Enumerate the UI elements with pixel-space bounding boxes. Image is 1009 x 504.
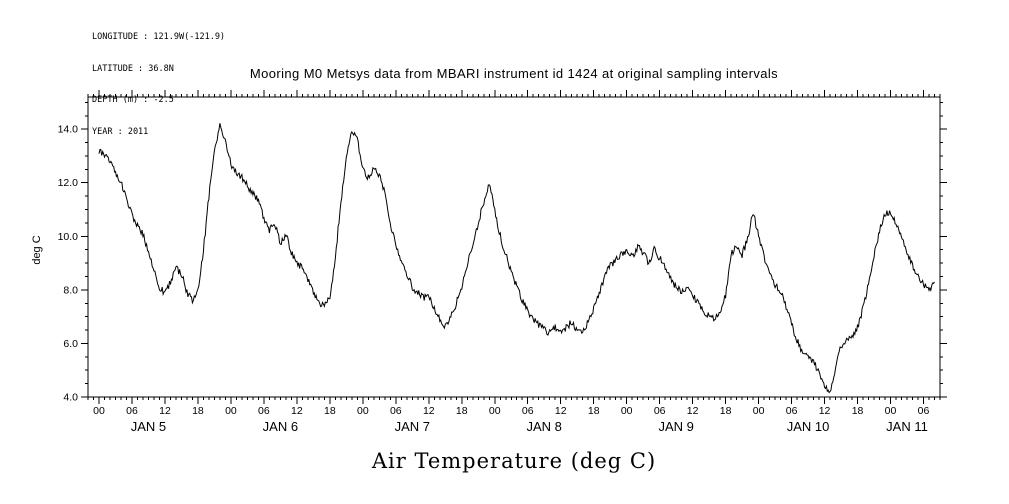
svg-text:18: 18 xyxy=(852,405,864,417)
temperature-series xyxy=(98,123,935,394)
svg-text:JAN 5: JAN 5 xyxy=(131,419,166,434)
svg-text:4.0: 4.0 xyxy=(63,392,78,404)
svg-text:00: 00 xyxy=(225,405,237,417)
svg-text:06: 06 xyxy=(258,405,270,417)
svg-text:JAN 8: JAN 8 xyxy=(527,419,562,434)
svg-text:14.0: 14.0 xyxy=(58,124,79,136)
svg-text:12: 12 xyxy=(423,405,435,417)
svg-text:00: 00 xyxy=(93,405,105,417)
svg-text:00: 00 xyxy=(489,405,501,417)
metadata-latitude: LATITUDE : 36.8N xyxy=(92,63,174,74)
metadata-depth: DEPTH (m) : -2.5 xyxy=(92,95,174,105)
x-axis-tick-labels: 00 06 12 18 00 06 12 18 00 06 12 18 00 06 12 18 00 06 12 18… xyxy=(93,405,929,417)
axis-ticks xyxy=(81,90,947,404)
y-axis-tick-labels: 4.0 6.0 8.0 10.0 12.0 14.0 xyxy=(58,124,79,404)
svg-text:06: 06 xyxy=(918,405,930,417)
metadata-year: YEAR : 2011 xyxy=(92,126,149,137)
x-axis-day-labels: JAN 5 JAN 6 JAN 7 JAN 8 JAN 9 JAN 10 JAN 11 xyxy=(131,419,928,434)
svg-text:00: 00 xyxy=(885,405,897,417)
svg-text:06: 06 xyxy=(654,405,666,417)
svg-text:18: 18 xyxy=(192,405,204,417)
svg-text:JAN 6: JAN 6 xyxy=(263,419,298,434)
svg-text:18: 18 xyxy=(720,405,732,417)
svg-text:18: 18 xyxy=(588,405,600,417)
svg-text:JAN 9: JAN 9 xyxy=(658,419,693,434)
svg-text:12: 12 xyxy=(291,405,303,417)
svg-text:12: 12 xyxy=(687,405,699,417)
svg-text:12: 12 xyxy=(555,405,567,417)
svg-text:18: 18 xyxy=(324,405,336,417)
svg-text:JAN 10: JAN 10 xyxy=(787,419,830,434)
x-axis-title: Air Temperature (deg C) xyxy=(371,449,657,473)
svg-text:12: 12 xyxy=(159,405,171,417)
plot-frame xyxy=(87,96,941,398)
svg-text:06: 06 xyxy=(786,405,798,417)
svg-text:00: 00 xyxy=(753,405,765,417)
svg-text:10.0: 10.0 xyxy=(58,231,79,243)
svg-text:8.0: 8.0 xyxy=(63,284,78,296)
svg-text:00: 00 xyxy=(621,405,633,417)
svg-text:06: 06 xyxy=(126,405,138,417)
metadata-block: LONGITUDE : 121.9W(-121.9) LATITUDE : 36… xyxy=(92,11,225,158)
svg-text:JAN 11: JAN 11 xyxy=(886,419,928,434)
svg-text:12: 12 xyxy=(819,405,831,417)
svg-text:JAN 7: JAN 7 xyxy=(395,419,430,434)
svg-text:00: 00 xyxy=(357,405,369,417)
metadata-longitude: LONGITUDE : 121.9W(-121.9) xyxy=(92,32,226,42)
svg-text:6.0: 6.0 xyxy=(63,338,78,350)
svg-text:18: 18 xyxy=(456,405,468,417)
svg-text:06: 06 xyxy=(522,405,534,417)
chart-title: Mooring M0 Metsys data from MBARI instru… xyxy=(249,66,779,81)
svg-text:12.0: 12.0 xyxy=(58,177,79,189)
svg-text:06: 06 xyxy=(390,405,402,417)
